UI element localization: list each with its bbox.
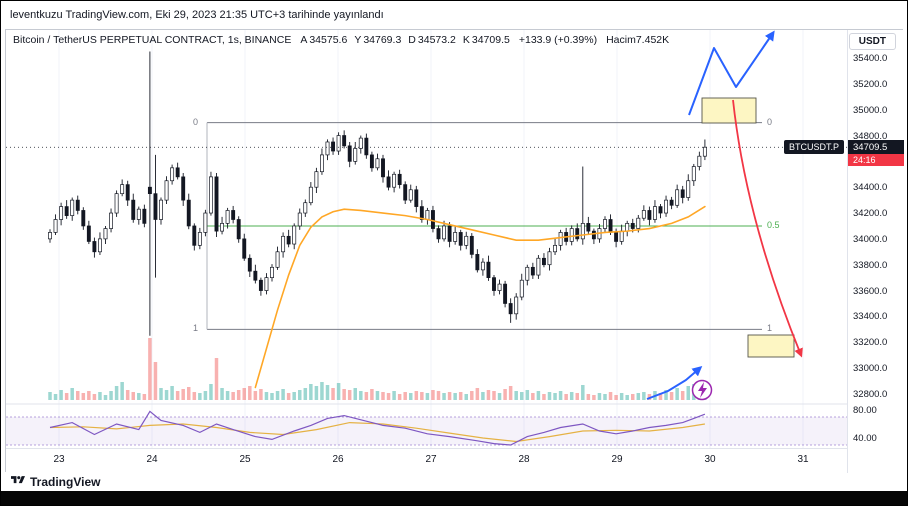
ohlc-value: 34575.6 (309, 34, 348, 46)
volume-trend-arrow[interactable] (646, 366, 703, 400)
price-axis-label: 32800.0 (853, 388, 888, 400)
chart-card: Bitcoin / TetherUS PERPETUAL CONTRACT, 1… (5, 29, 904, 474)
ohlc-values: A 34575.6 Y 34769.3 D 34573.2 K 34709.5 (300, 34, 510, 46)
time-axis-label: 31 (797, 454, 809, 465)
price-axis-label: 35000.0 (853, 104, 888, 116)
highlight-box[interactable] (701, 97, 757, 124)
price-axis-label: 33000.0 (853, 363, 888, 375)
time-axis-label: 25 (239, 454, 251, 465)
price-axis-label: 34200.0 (853, 208, 888, 220)
fib-level-label: 0 (767, 116, 773, 127)
time-axis-label: 30 (704, 454, 716, 465)
tradingview-logo-icon[interactable] (11, 473, 25, 491)
ohlc-value: 34709.5 (471, 34, 510, 46)
time-axis-label: 28 (518, 454, 530, 465)
rsi-pane (6, 410, 847, 446)
last-price-label: 34709.5 (848, 140, 904, 155)
price-axis-label: 34000.0 (853, 233, 888, 245)
tradingview-wordmark[interactable]: TradingView (30, 474, 101, 489)
currency-toggle-button[interactable]: USDT (848, 33, 896, 50)
fib-level-label: 1 (193, 323, 199, 334)
publication-text: leventkuzu TradingView.com, Eki 29, 2023… (10, 9, 384, 21)
price-axis-label: 33400.0 (853, 311, 888, 323)
price-axis-label: 35200.0 (853, 78, 888, 90)
volume-bars (48, 338, 707, 400)
ma-line (254, 205, 706, 389)
bar-countdown: 24:16 (848, 154, 904, 166)
chart-header: Bitcoin / TetherUS PERPETUAL CONTRACT, 1… (13, 34, 669, 46)
price-axis-label: 35400.0 (853, 53, 888, 64)
boost-flash-icon[interactable] (691, 379, 713, 401)
symbol-price-badge: BTCUSDT.P (783, 140, 844, 154)
rsi-axis-label: 80.00 (853, 405, 877, 416)
price-axis-label: 33800.0 (853, 259, 888, 271)
fib-level-label: 0.5 (767, 219, 780, 230)
price-change: +133.9 (+0.39%) (518, 34, 598, 46)
fib-level-label: 1 (767, 323, 773, 334)
ohlc-label: K (462, 34, 470, 46)
ohlc-label: A (300, 34, 308, 46)
time-axis-label: 29 (611, 454, 623, 465)
volume-label: Hacim (606, 34, 636, 46)
volume-value: 7.452K (635, 34, 670, 46)
time-axis-label: 24 (146, 454, 158, 465)
symbol-title[interactable]: Bitcoin / TetherUS PERPETUAL CONTRACT, 1… (13, 34, 292, 46)
price-axis[interactable]: 34709.5 24:16 35400.0 35200.0 35000.0 34800… (847, 30, 904, 473)
ohlc-value: 34573.2 (417, 34, 456, 46)
ohlc-label: Y (354, 34, 362, 46)
price-axis-label: 34800.0 (853, 130, 888, 142)
fib-retracement[interactable] (206, 122, 762, 330)
time-axis-label: 26 (332, 454, 344, 465)
price-axis-label: 34400.0 (853, 182, 888, 194)
ohlc-label: D (408, 34, 416, 46)
fib-level-label: 0 (193, 116, 199, 127)
time-axis-label: 23 (53, 454, 65, 465)
footer-bar: TradingView (1, 472, 907, 491)
time-axis-label: 27 (425, 454, 437, 465)
time-axis[interactable]: 23 24 25 26 27 28 29 30 31 (6, 448, 902, 473)
candles (48, 51, 707, 336)
bullish-projection-arrow[interactable] (688, 30, 775, 116)
highlight-box[interactable] (747, 334, 795, 358)
price-axis-label: 33600.0 (853, 285, 888, 297)
gridlines (58, 30, 804, 448)
bearish-projection-arrow[interactable] (732, 99, 803, 358)
bottom-black-bar (1, 491, 907, 505)
volume-readout: Hacim 7.452K (606, 34, 669, 46)
publication-bar: leventkuzu TradingView.com, Eki 29, 2023… (1, 1, 907, 29)
ohlc-value: 34769.3 (363, 34, 402, 46)
rsi-axis-label: 40.00 (853, 433, 877, 444)
price-axis-label: 33200.0 (853, 337, 888, 349)
price-chart-canvas[interactable] (6, 30, 847, 473)
